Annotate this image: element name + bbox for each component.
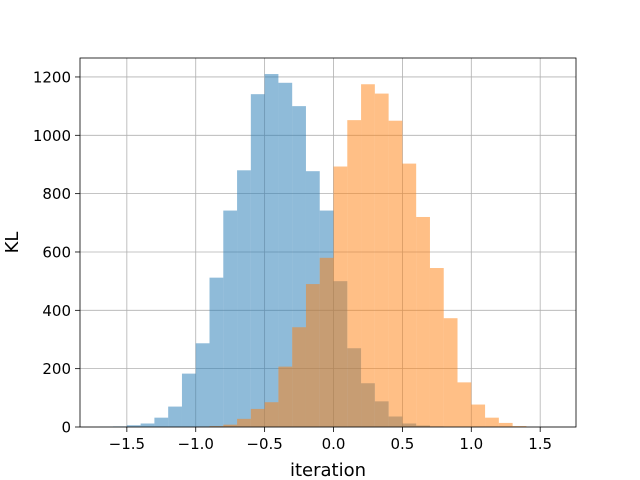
histogram-bar-series-2 — [402, 163, 417, 427]
histogram-bar-series-2 — [319, 257, 334, 427]
x-axis-title: iteration — [290, 460, 366, 480]
histogram-bar-series-2 — [416, 216, 430, 427]
histogram-bar-series-1 — [168, 406, 182, 427]
histogram-bar-series-2 — [333, 166, 348, 427]
histogram-bar-series-2 — [347, 120, 362, 427]
histogram-bar-series-2 — [209, 426, 224, 427]
histogram-bar-series-2 — [471, 404, 486, 427]
histogram-bar-series-1 — [223, 210, 238, 427]
histogram-bar-series-1 — [181, 373, 196, 427]
histogram-bar-series-1 — [209, 277, 224, 427]
histogram-bar-series-1 — [126, 425, 141, 427]
histogram-bar-series-1 — [250, 94, 265, 428]
histogram-bar-series-1 — [237, 170, 251, 427]
histogram-bar-series-2 — [250, 408, 265, 427]
x-axis-ticks: −1.5 −1.0 −0.5 0.0 0.5 1.0 1.5 — [109, 427, 552, 453]
histogram-bar-series-2 — [485, 417, 499, 427]
histogram-bar-series-2 — [457, 382, 472, 427]
y-tick-label: 0 — [61, 419, 71, 437]
histogram-bar-series-2 — [361, 84, 375, 428]
histogram-bar-series-1 — [140, 423, 155, 427]
x-tick-label: −0.5 — [246, 435, 282, 453]
y-tick-label: 800 — [42, 185, 71, 203]
x-tick-label: 0.0 — [322, 435, 346, 453]
histogram-bar-series-2 — [388, 120, 403, 427]
x-tick-label: 1.5 — [528, 435, 552, 453]
x-tick-label: −1.5 — [109, 435, 145, 453]
x-tick-label: 1.0 — [459, 435, 483, 453]
y-tick-label: 600 — [42, 243, 71, 261]
histogram-bar-series-2 — [512, 426, 527, 427]
histogram-bar-series-2 — [292, 327, 306, 427]
y-tick-label: 1200 — [33, 68, 71, 86]
y-axis-title: KL — [2, 232, 23, 254]
histogram-bar-series-2 — [223, 424, 238, 427]
histogram-bar-series-2 — [237, 418, 251, 427]
histogram-bar-series-2 — [305, 284, 320, 427]
histogram-bar-series-2 — [264, 402, 279, 427]
histogram-bars — [99, 74, 527, 428]
x-tick-label: 0.5 — [390, 435, 414, 453]
y-tick-label: 200 — [42, 360, 71, 378]
histogram-bar-series-1 — [154, 417, 169, 427]
x-tick-label: −1.0 — [178, 435, 214, 453]
histogram-bar-series-1 — [278, 82, 293, 427]
histogram-bar-series-2 — [429, 268, 444, 427]
y-tick-label: 400 — [42, 302, 71, 320]
histogram-bar-series-2 — [443, 318, 458, 427]
histogram-bar-series-1 — [195, 343, 210, 427]
histogram-bar-series-2 — [278, 366, 293, 427]
histogram-bar-series-2 — [498, 422, 513, 427]
y-axis-ticks: 0 200 400 600 800 1000 1200 — [33, 68, 80, 437]
histogram-bar-series-2 — [374, 93, 389, 428]
y-tick-label: 1000 — [33, 127, 71, 145]
plot-frame — [79, 57, 577, 428]
histogram-bar-series-1 — [264, 74, 279, 427]
